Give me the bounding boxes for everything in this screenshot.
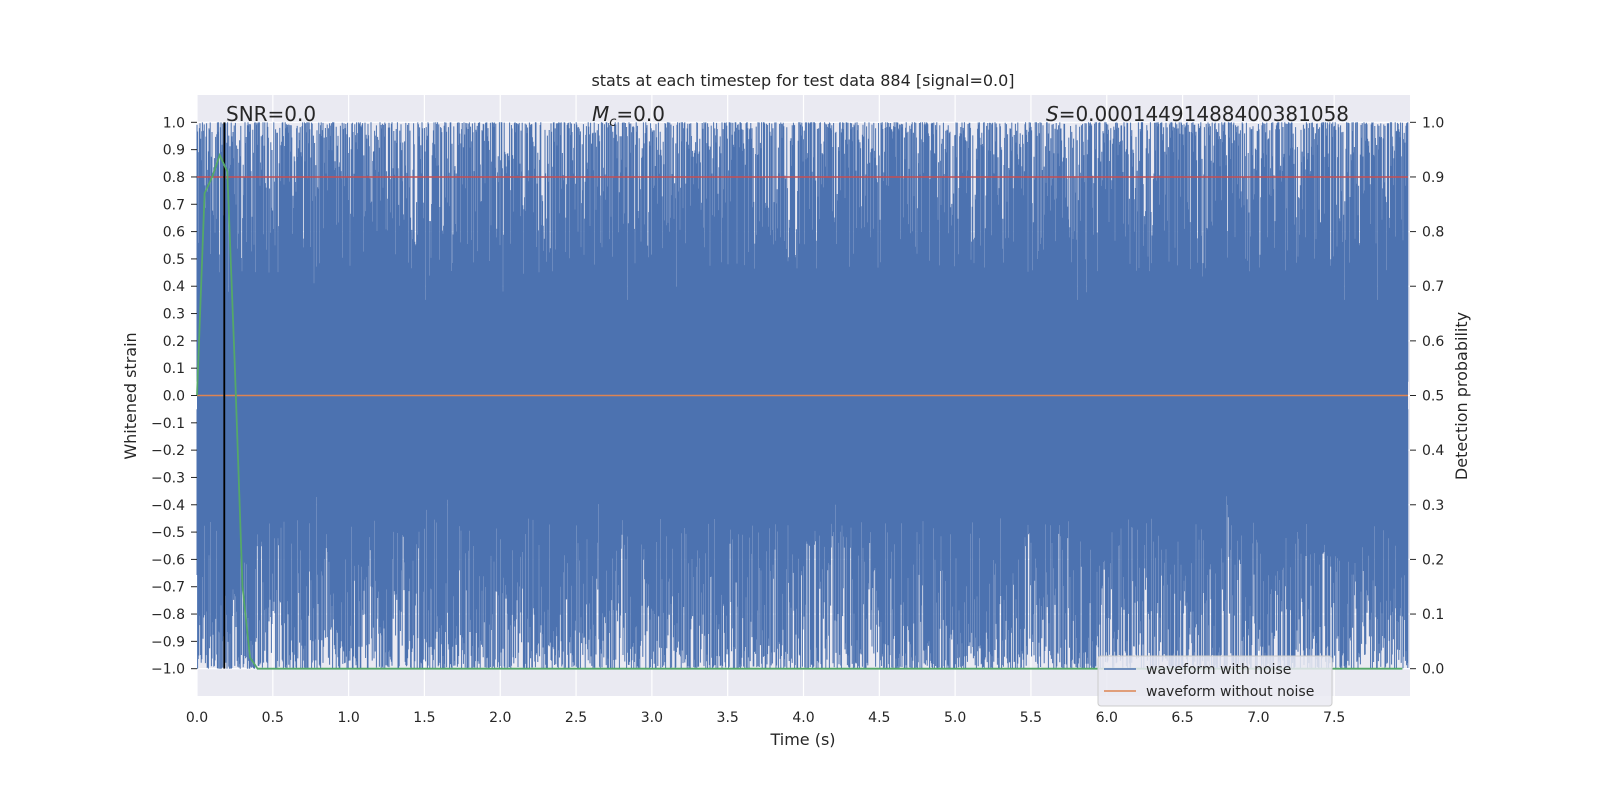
x-tick-label: 0.5 xyxy=(262,710,284,726)
legend-label-noise: waveform with noise xyxy=(1146,662,1291,678)
x-tick-label: 0.0 xyxy=(186,710,208,726)
noise-upper-envelope xyxy=(196,122,1409,382)
chart-title: stats at each timestep for test data 884… xyxy=(591,71,1014,90)
mc-symbol: M xyxy=(592,102,609,126)
legend: waveform with noise waveform without noi… xyxy=(1097,655,1333,707)
legend-label-clean: waveform without noise xyxy=(1146,684,1314,700)
y2-axis-label: Detection probability xyxy=(1452,312,1471,480)
y-tick-label: −0.4 xyxy=(151,498,185,514)
y-tick-label: 0.3 xyxy=(163,307,185,323)
y2-tick-label: 0.0 xyxy=(1422,662,1444,678)
y-tick-label: 0.4 xyxy=(163,279,185,295)
x-tick-label: 5.5 xyxy=(1020,710,1042,726)
mc-value: =0.0 xyxy=(616,102,665,126)
y-tick-label: 0.5 xyxy=(163,252,185,268)
y-tick-label: −0.7 xyxy=(151,580,185,596)
x-tick-label: 2.0 xyxy=(489,710,511,726)
x-tick-label: 4.0 xyxy=(792,710,814,726)
x-tick-label: 3.0 xyxy=(641,710,663,726)
y2-tick-label: 0.1 xyxy=(1422,607,1444,623)
noise-lower-envelope xyxy=(196,409,1409,669)
x-tick-label: 1.5 xyxy=(413,710,435,726)
y2-tick-label: 0.8 xyxy=(1422,225,1444,241)
x-tick-label: 2.5 xyxy=(565,710,587,726)
y-axis-label: Whitened strain xyxy=(121,332,140,459)
y-tick-label: 0.8 xyxy=(163,170,185,186)
y2-tick-label: 0.2 xyxy=(1422,552,1444,568)
y2-tick-label: 0.5 xyxy=(1422,389,1444,405)
y-tick-label: 0.7 xyxy=(163,197,185,213)
x-tick-label: 6.5 xyxy=(1171,710,1193,726)
x-tick-label: 4.5 xyxy=(868,710,890,726)
left-axis-ticks: 1.0 0.9 0.8 0.7 0.6 0.5 0.4 0.3 0.2 0.1 0.0 −0.1 −0.… xyxy=(151,115,197,678)
y2-tick-label: 0.3 xyxy=(1422,498,1444,514)
x-tick-label: 6.0 xyxy=(1096,710,1118,726)
overlay-lines xyxy=(196,122,1408,670)
y-tick-label: −0.8 xyxy=(151,607,185,623)
snr-annotation: SNR=0.0 xyxy=(226,102,316,126)
y-tick-label: −0.9 xyxy=(151,634,185,650)
legend-box xyxy=(1097,655,1333,707)
x-tick-label: 1.0 xyxy=(337,710,359,726)
x-tick-label: 7.5 xyxy=(1323,710,1345,726)
y2-tick-label: 0.7 xyxy=(1422,279,1444,295)
s-symbol: S xyxy=(1046,102,1059,126)
y2-tick-label: 0.4 xyxy=(1422,443,1444,459)
detection-probability-curve xyxy=(196,152,1403,670)
y-tick-label: 0.6 xyxy=(163,225,185,241)
y2-tick-label: 0.9 xyxy=(1422,170,1444,186)
x-axis-label: Time (s) xyxy=(769,730,835,749)
s-statistic-annotation: S=0.00014491488400381058 xyxy=(1046,102,1349,126)
y-tick-label: 0.2 xyxy=(163,334,185,350)
x-tick-label: 3.5 xyxy=(717,710,739,726)
y-tick-label: −0.5 xyxy=(151,525,185,541)
y-tick-label: −0.2 xyxy=(151,443,185,459)
s-value: =0.00014491488400381058 xyxy=(1059,102,1349,126)
y-tick-label: −0.3 xyxy=(151,470,185,486)
y-tick-label: −0.6 xyxy=(151,552,185,568)
x-tick-label: 5.0 xyxy=(944,710,966,726)
right-axis-ticks: 1.0 0.9 0.8 0.7 0.6 0.5 0.4 0.3 0.2 0.1 0.0 xyxy=(1410,115,1444,678)
y-tick-label: 0.9 xyxy=(163,143,185,159)
y-tick-label: −1.0 xyxy=(151,662,185,678)
x-axis-ticks: 0.0 0.5 1.0 1.5 2.0 2.5 3.0 3.5 4.0 4.5 5.0 5.5 6.0 6… xyxy=(186,710,1345,726)
y2-tick-label: 0.6 xyxy=(1422,334,1444,350)
y-tick-label: 0.1 xyxy=(163,361,185,377)
y-tick-label: 0.0 xyxy=(163,389,185,405)
chirp-mass-annotation: Mc=0.0 xyxy=(592,102,665,130)
y-tick-label: 1.0 xyxy=(163,115,185,131)
mc-subscript: c xyxy=(609,115,616,130)
y-tick-label: −0.1 xyxy=(151,416,185,432)
x-tick-label: 7.0 xyxy=(1247,710,1269,726)
y2-tick-label: 1.0 xyxy=(1422,115,1444,131)
